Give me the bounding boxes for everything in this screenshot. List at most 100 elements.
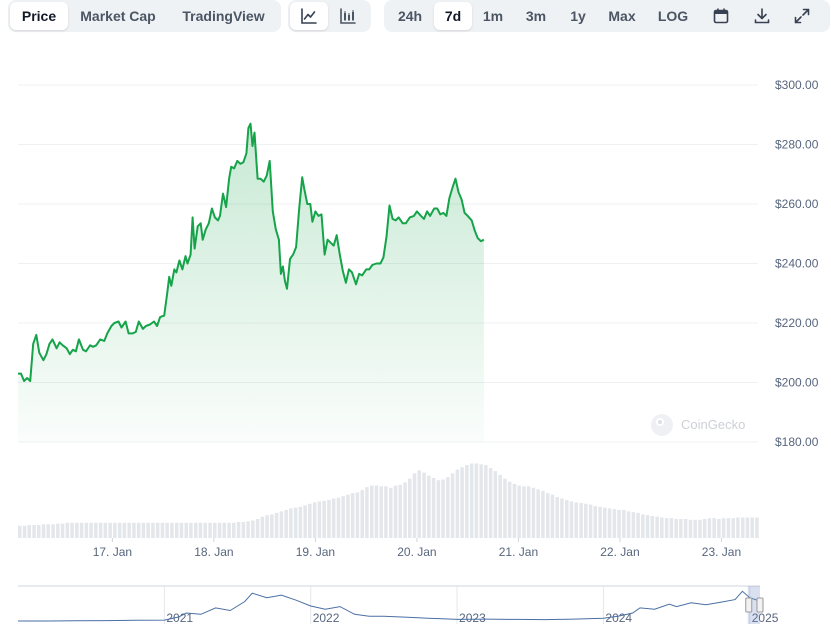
volume-bar bbox=[574, 502, 578, 538]
volume-bar bbox=[312, 502, 317, 538]
volume-bar bbox=[203, 522, 207, 538]
volume-bar bbox=[598, 506, 602, 538]
volume-bar bbox=[745, 517, 750, 538]
range-max[interactable]: Max bbox=[608, 8, 636, 24]
tab-market-cap[interactable]: Market Cap bbox=[80, 8, 156, 24]
volume-bar bbox=[22, 525, 27, 538]
calendar-icon bbox=[713, 8, 729, 24]
volume-bar bbox=[660, 517, 664, 538]
navigator-handle-right bbox=[756, 597, 764, 613]
volume-bar bbox=[246, 521, 250, 538]
volume-bar bbox=[184, 522, 188, 538]
volume-bar bbox=[493, 471, 498, 538]
x-tick-label: 23. Jan bbox=[702, 545, 741, 559]
range-3m[interactable]: 3m bbox=[525, 8, 547, 24]
volume-bar bbox=[113, 522, 117, 538]
volume-bar bbox=[522, 486, 526, 538]
volume-bar bbox=[636, 512, 640, 538]
price-area bbox=[18, 123, 484, 442]
volume-bar bbox=[707, 518, 712, 538]
volume-bar bbox=[693, 519, 697, 538]
volume-bar bbox=[408, 478, 412, 538]
volume-bar bbox=[198, 522, 203, 538]
download-button[interactable] bbox=[742, 2, 782, 30]
volume-bar bbox=[108, 522, 112, 538]
chart-type-toggle bbox=[288, 0, 371, 32]
volume-bar bbox=[260, 516, 265, 538]
volume-bar bbox=[194, 522, 198, 538]
navigator[interactable]: 2021 2022 2023 2024 2025 bbox=[18, 585, 779, 625]
volume-bar bbox=[427, 475, 431, 538]
log-scale-toggle[interactable]: LOG bbox=[657, 8, 689, 24]
volume-bar bbox=[46, 524, 50, 538]
y-tick-label: $220.00 bbox=[775, 316, 819, 330]
volume-bar bbox=[146, 522, 150, 538]
volume-bar bbox=[103, 522, 108, 538]
volume-bar bbox=[622, 509, 626, 538]
range-7d[interactable]: 7d bbox=[434, 2, 472, 30]
volume-bar bbox=[736, 517, 740, 538]
volume-bar bbox=[750, 517, 754, 538]
navigator-selection bbox=[747, 586, 760, 624]
navigator-year-label: 2021 bbox=[166, 611, 193, 625]
volume-bar bbox=[431, 478, 436, 538]
navigator-year-label: 2023 bbox=[459, 611, 486, 625]
expand-icon bbox=[794, 8, 810, 24]
volume-bar bbox=[446, 477, 450, 538]
volume-bar bbox=[89, 522, 93, 538]
volume-bar bbox=[27, 525, 31, 538]
price-line[interactable] bbox=[18, 122, 485, 382]
line-chart-icon bbox=[301, 8, 317, 24]
fullscreen-button[interactable] bbox=[782, 2, 822, 30]
y-tick-label: $240.00 bbox=[775, 257, 819, 271]
navigator-year-label: 2024 bbox=[605, 611, 632, 625]
volume-bar bbox=[741, 517, 745, 538]
volume-bar bbox=[389, 487, 393, 538]
volume-bar bbox=[702, 519, 707, 538]
tab-price[interactable]: Price bbox=[10, 2, 68, 30]
download-icon bbox=[754, 8, 770, 24]
volume-bar bbox=[612, 509, 617, 538]
volume-bar bbox=[251, 520, 255, 538]
volume-bar bbox=[517, 485, 521, 538]
volume-bar bbox=[236, 522, 241, 538]
volume-bar bbox=[222, 522, 226, 538]
volume-bar bbox=[541, 490, 545, 538]
range-1y[interactable]: 1y bbox=[570, 8, 586, 24]
volume-bar bbox=[160, 522, 165, 538]
price-chart: $300.00 $280.00 $260.00 $240.00 $220.00 $200.… bbox=[18, 78, 819, 625]
volume-bar bbox=[70, 522, 74, 538]
volume-bar bbox=[365, 487, 369, 538]
volume-bar bbox=[179, 522, 184, 538]
volume-bar bbox=[60, 523, 65, 538]
volume-bar bbox=[98, 522, 103, 538]
volume-bar bbox=[469, 463, 474, 538]
y-axis: $300.00 $280.00 $260.00 $240.00 $220.00 $200.… bbox=[775, 78, 819, 449]
volume-bar bbox=[136, 522, 141, 538]
x-tick-label: 19. Jan bbox=[296, 545, 335, 559]
volume-bar bbox=[546, 493, 550, 538]
volume-bar bbox=[536, 489, 540, 538]
volume-bar bbox=[688, 519, 693, 538]
volume-bar bbox=[650, 516, 655, 538]
candlestick-chart-button[interactable] bbox=[328, 2, 368, 30]
range-and-actions: 24h 7d 1m 3m 1y Max LOG bbox=[384, 0, 830, 32]
volume-bar bbox=[350, 493, 355, 538]
volume-bar bbox=[588, 504, 593, 538]
line-chart-button[interactable] bbox=[290, 2, 328, 30]
volume-bar bbox=[417, 470, 421, 538]
volume-bar bbox=[655, 516, 659, 538]
range-24h[interactable]: 24h bbox=[397, 8, 423, 24]
tab-tradingview[interactable]: TradingView bbox=[182, 8, 265, 24]
volume-bar bbox=[512, 484, 517, 538]
volume-bar bbox=[607, 508, 612, 538]
volume-bar bbox=[645, 515, 650, 538]
volume-bar bbox=[584, 503, 588, 538]
date-range-button[interactable] bbox=[700, 2, 742, 30]
data-type-tabs: Price Market Cap TradingView bbox=[8, 0, 281, 32]
coingecko-watermark: CoinGecko bbox=[651, 414, 745, 436]
y-tick-label: $200.00 bbox=[775, 376, 819, 390]
volume-bar bbox=[479, 464, 483, 538]
volume-bar bbox=[227, 522, 231, 538]
range-1m[interactable]: 1m bbox=[482, 8, 504, 24]
